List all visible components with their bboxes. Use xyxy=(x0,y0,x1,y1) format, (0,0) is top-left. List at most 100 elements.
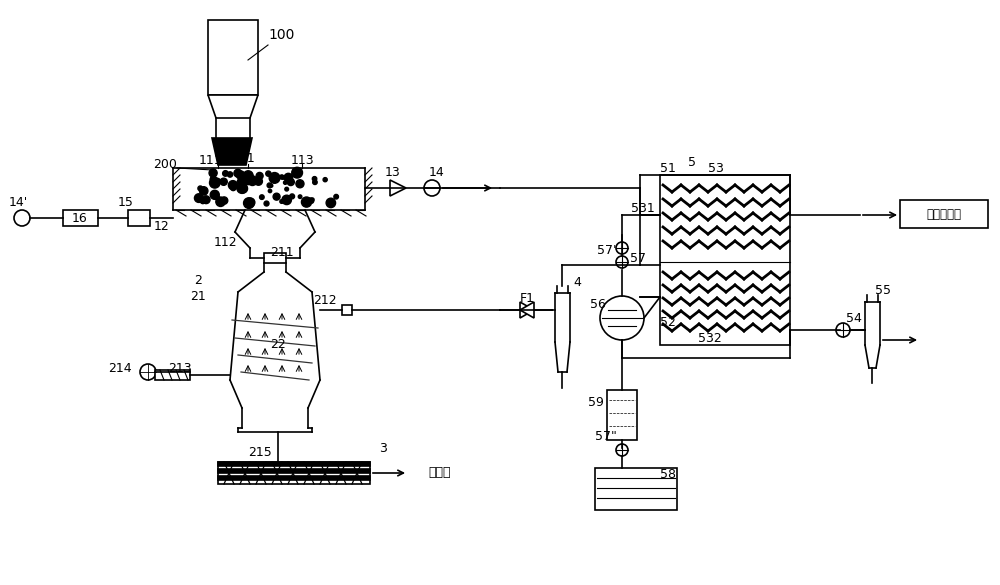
Circle shape xyxy=(248,176,257,185)
Circle shape xyxy=(215,178,220,184)
Text: 53: 53 xyxy=(708,161,724,174)
Circle shape xyxy=(424,180,440,196)
Circle shape xyxy=(334,194,338,199)
Text: 14: 14 xyxy=(429,167,445,180)
Text: 2: 2 xyxy=(194,274,202,287)
Circle shape xyxy=(255,177,262,185)
Bar xyxy=(63,210,98,226)
Text: 57": 57" xyxy=(595,431,617,443)
Circle shape xyxy=(287,178,294,185)
Circle shape xyxy=(256,173,263,180)
Circle shape xyxy=(269,173,280,183)
Circle shape xyxy=(264,201,269,206)
Text: 55: 55 xyxy=(875,284,891,297)
Circle shape xyxy=(194,194,203,202)
Text: 3: 3 xyxy=(379,442,387,455)
Text: 13: 13 xyxy=(385,167,401,180)
Text: 200: 200 xyxy=(153,159,177,171)
Circle shape xyxy=(312,177,317,181)
Text: 531: 531 xyxy=(631,201,655,215)
Circle shape xyxy=(198,186,203,191)
Text: 22: 22 xyxy=(270,339,286,352)
Text: 57: 57 xyxy=(630,252,646,264)
Circle shape xyxy=(244,198,254,208)
Bar xyxy=(660,175,790,345)
Text: F1: F1 xyxy=(520,291,534,305)
Circle shape xyxy=(250,200,254,204)
Text: 215: 215 xyxy=(248,446,272,459)
Circle shape xyxy=(273,193,280,200)
Circle shape xyxy=(301,197,312,207)
Polygon shape xyxy=(212,138,252,165)
Bar xyxy=(128,210,150,226)
Bar xyxy=(218,469,370,473)
Circle shape xyxy=(202,196,210,204)
Circle shape xyxy=(237,183,247,194)
Circle shape xyxy=(234,169,242,177)
Circle shape xyxy=(270,184,273,187)
Text: 供暖或发电: 供暖或发电 xyxy=(926,208,962,221)
Text: 111: 111 xyxy=(198,153,222,167)
Circle shape xyxy=(260,195,264,199)
Circle shape xyxy=(239,184,248,193)
Polygon shape xyxy=(390,180,406,196)
Circle shape xyxy=(210,176,217,183)
Circle shape xyxy=(244,177,252,185)
Circle shape xyxy=(14,210,30,226)
Text: 4: 4 xyxy=(573,277,581,290)
Circle shape xyxy=(210,190,219,199)
Text: 16: 16 xyxy=(72,212,88,225)
Text: 211: 211 xyxy=(270,246,294,259)
Bar xyxy=(208,20,258,95)
Circle shape xyxy=(199,187,208,195)
Circle shape xyxy=(140,364,156,380)
Polygon shape xyxy=(520,302,534,318)
Circle shape xyxy=(282,195,291,205)
Circle shape xyxy=(285,187,289,191)
Text: 51: 51 xyxy=(660,161,676,174)
Text: 56: 56 xyxy=(590,298,606,311)
Bar xyxy=(218,462,370,466)
Text: 14': 14' xyxy=(8,197,28,209)
Polygon shape xyxy=(208,95,258,118)
Circle shape xyxy=(616,256,628,268)
Text: 5: 5 xyxy=(688,156,696,168)
Text: 532: 532 xyxy=(698,332,722,345)
Circle shape xyxy=(280,175,284,179)
Circle shape xyxy=(200,198,205,204)
Circle shape xyxy=(284,197,291,204)
Circle shape xyxy=(246,198,255,207)
Circle shape xyxy=(227,172,233,177)
Bar xyxy=(595,468,677,510)
Circle shape xyxy=(313,180,317,184)
Text: 15: 15 xyxy=(118,197,134,209)
Text: 112: 112 xyxy=(213,236,237,249)
Circle shape xyxy=(220,178,227,185)
Text: 214: 214 xyxy=(108,362,132,374)
Circle shape xyxy=(223,171,228,176)
Circle shape xyxy=(236,171,245,180)
Bar xyxy=(155,370,190,380)
Bar xyxy=(342,305,352,315)
Circle shape xyxy=(323,178,327,182)
Text: 21: 21 xyxy=(190,290,206,302)
Circle shape xyxy=(308,198,314,204)
Text: 57': 57' xyxy=(597,243,617,256)
Circle shape xyxy=(267,183,272,188)
Circle shape xyxy=(836,323,850,337)
Circle shape xyxy=(228,181,237,190)
Bar xyxy=(218,476,370,480)
Text: 低温渣: 低温渣 xyxy=(428,466,450,480)
Circle shape xyxy=(616,242,628,254)
Circle shape xyxy=(298,195,302,198)
Text: 12: 12 xyxy=(154,219,170,232)
Circle shape xyxy=(296,180,304,188)
Circle shape xyxy=(600,296,644,340)
Text: 52: 52 xyxy=(660,315,676,329)
Text: 213: 213 xyxy=(168,362,192,374)
Text: 113: 113 xyxy=(290,153,314,167)
Circle shape xyxy=(266,171,271,176)
Circle shape xyxy=(326,198,336,208)
Bar xyxy=(264,253,286,263)
Polygon shape xyxy=(520,302,534,318)
